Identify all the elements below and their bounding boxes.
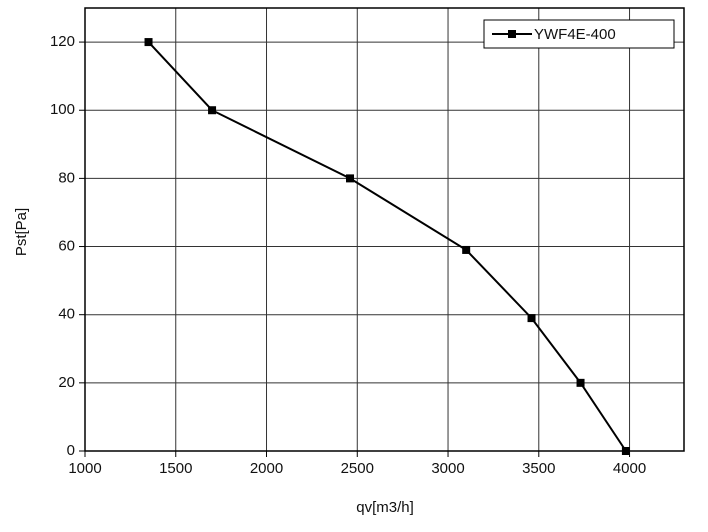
point-marker xyxy=(144,38,153,47)
x-tick-label: 2500 xyxy=(341,460,374,477)
plot-frame xyxy=(84,7,685,452)
point-marker xyxy=(346,174,355,183)
x-tick-label: 1000 xyxy=(68,460,101,477)
x-tick-label: 3000 xyxy=(431,460,464,477)
point-marker xyxy=(208,106,217,115)
y-tick-label: 40 xyxy=(58,306,75,323)
x-axis-label: qv[m3/h] xyxy=(356,499,414,516)
legend-marker xyxy=(508,30,516,38)
y-tick-label: 0 xyxy=(67,442,75,459)
x-tick-label: 1500 xyxy=(159,460,192,477)
y-tick-label: 120 xyxy=(50,33,75,50)
point-marker xyxy=(576,378,585,387)
y-tick-label: 60 xyxy=(58,238,75,255)
legend-label: YWF4E-400 xyxy=(534,26,616,43)
x-tick-label: 2000 xyxy=(250,460,283,477)
y-tick-label: 100 xyxy=(50,101,75,118)
point-marker xyxy=(527,314,536,323)
point-marker xyxy=(621,447,630,455)
y-axis-label: Pst[Pa] xyxy=(13,208,30,256)
y-tick-label: 20 xyxy=(58,374,75,391)
x-tick-label: 3500 xyxy=(522,460,555,477)
x-tick-label: 4000 xyxy=(613,460,646,477)
point-marker xyxy=(462,245,471,254)
y-tick-label: 80 xyxy=(58,169,75,186)
